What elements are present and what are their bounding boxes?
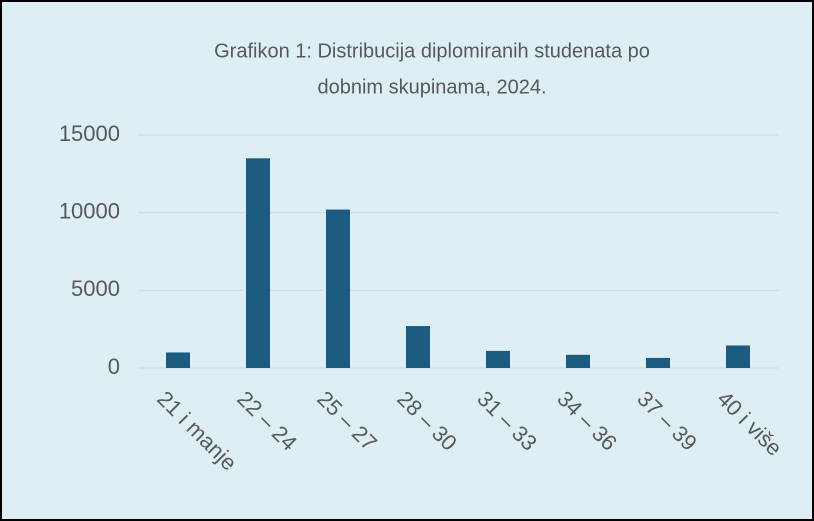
bar	[326, 209, 350, 368]
bar	[246, 158, 270, 368]
chart-title: dobnim skupinama, 2024.	[317, 76, 546, 98]
bar	[406, 326, 430, 368]
y-tick-label: 0	[108, 354, 120, 379]
bar	[486, 350, 510, 368]
y-tick-label: 5000	[71, 276, 120, 301]
bar	[726, 345, 750, 368]
chart-title: Grafikon 1: Distribucija diplomiranih st…	[214, 40, 650, 62]
bar	[166, 352, 190, 368]
bar	[646, 357, 670, 368]
bar	[566, 354, 590, 368]
y-tick-label: 10000	[59, 198, 120, 223]
y-tick-label: 15000	[59, 121, 120, 146]
